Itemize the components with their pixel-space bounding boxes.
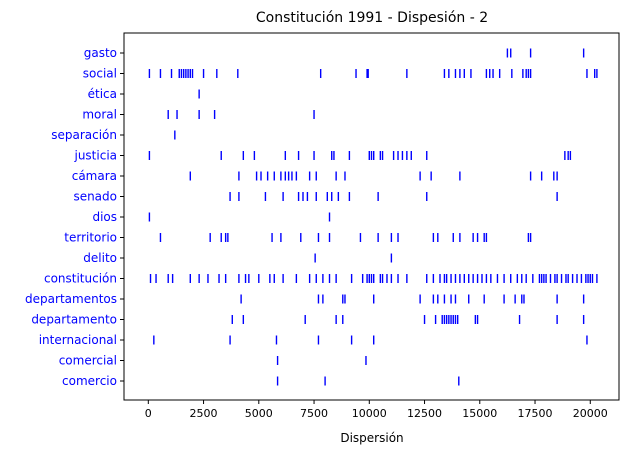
word-row-departamento: departamento [31,313,585,327]
x-tick-label: 17500 [518,407,553,420]
word-row-constitución: constitución [44,272,598,286]
word-row-delito: delito [83,251,393,265]
word-row-gasto: gasto [84,46,585,60]
y-tick-label: departamentos [25,292,117,306]
x-tick-label: 5000 [245,407,273,420]
chart-title: Constitución 1991 - Dispesión - 2 [256,10,488,26]
y-tick-label: departamento [31,313,117,327]
word-row-departamentos: departamentos [25,292,585,306]
word-row-justicia: justicia [73,149,572,163]
x-tick-label: 2500 [190,407,218,420]
y-tick-label: cámara [72,169,117,183]
word-rows: gasto social ética moral separación justicia c… [25,46,598,388]
y-tick-label: justicia [73,149,117,163]
y-tick-label: constitución [44,272,117,286]
y-tick-label: ética [88,87,117,101]
y-tick-label: senado [73,190,117,204]
x-axis-ticks: 0 2500 5000 7500 10000 12500 15000 17500 20000 [145,400,608,420]
y-tick-label: gasto [84,46,117,60]
word-row-dios: dios [92,210,331,224]
y-tick-label: moral [82,108,117,122]
y-tick-label: separación [51,128,117,142]
word-row-cámara: cámara [72,169,558,183]
word-row-social: social [83,67,598,81]
y-tick-label: internacional [39,333,117,347]
x-tick-label: 15000 [462,407,497,420]
x-tick-label: 0 [145,407,152,420]
word-row-separación: separación [51,128,176,142]
y-tick-label: social [83,67,117,81]
y-tick-label: comercio [62,374,117,388]
word-row-senado: senado [73,190,558,204]
word-row-internacional: internacional [39,333,588,347]
x-tick-label: 12500 [407,407,442,420]
y-tick-label: territorio [64,231,117,245]
x-tick-label: 7500 [300,407,328,420]
word-row-comercial: comercial [59,354,367,368]
x-tick-label: 20000 [573,407,608,420]
y-tick-label: comercial [59,354,117,368]
word-row-territorio: territorio [64,231,532,245]
plot-frame [123,32,620,401]
word-row-comercio: comercio [62,374,460,388]
x-axis-label: Dispersión [340,431,403,445]
x-tick-label: 10000 [352,407,387,420]
word-row-ética: ética [88,87,200,101]
y-tick-label: delito [83,251,117,265]
y-tick-label: dios [92,210,117,224]
word-row-moral: moral [82,108,315,122]
